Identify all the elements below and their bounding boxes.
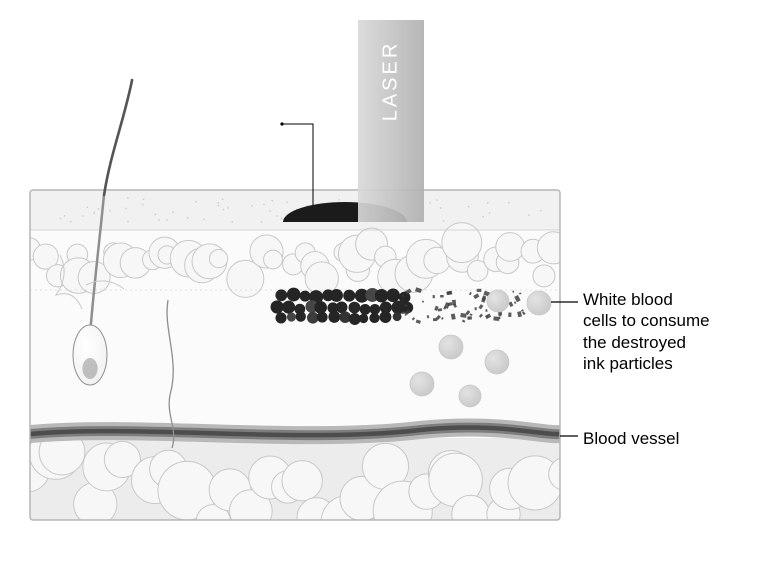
label-vessel: Blood vessel <box>583 428 679 449</box>
svg-text:LASER: LASER <box>379 41 401 122</box>
label-vessel-text: Blood vessel <box>583 429 679 448</box>
label-wbc: White bloodcells to consumethe destroyed… <box>583 289 710 374</box>
label-wbc-text: White bloodcells to consumethe destroyed… <box>583 290 710 373</box>
diagram-stage: LASER White bloodcells to consumethe des… <box>0 0 779 562</box>
diagram-svg: LASER <box>0 0 779 562</box>
